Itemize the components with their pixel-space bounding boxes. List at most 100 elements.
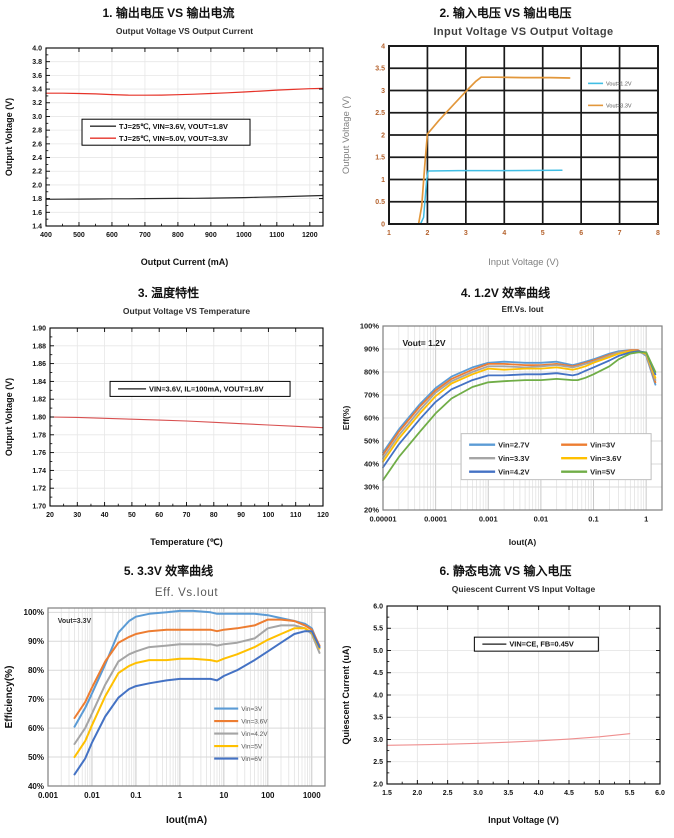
svg-text:3.5: 3.5 [373, 715, 383, 722]
svg-text:70%: 70% [28, 695, 44, 704]
svg-text:5.5: 5.5 [373, 626, 383, 633]
svg-text:5.0: 5.0 [373, 648, 383, 655]
svg-text:2: 2 [381, 133, 385, 140]
chart-canvas-5: 0.001 0.01 0.1 1 10 100 1000 40% 50% 60% 70% 80% 90%… [0, 580, 337, 829]
svg-text:Iout(mA): Iout(mA) [166, 815, 207, 826]
svg-text:VIN=CE, FB=0.45V: VIN=CE, FB=0.45V [509, 640, 574, 649]
svg-text:0.001: 0.001 [38, 791, 59, 800]
svg-text:0.00001: 0.00001 [369, 515, 396, 524]
chart-section-temperature-characteristics: 3. 温度特性 20 30 40 50 60 70 80 90 100 110 120 1.70 1.7… [0, 280, 337, 558]
svg-text:Quiescent Current VS Input Vol: Quiescent Current VS Input Voltage [452, 584, 596, 594]
svg-text:1: 1 [644, 515, 648, 524]
svg-text:5.5: 5.5 [625, 790, 635, 797]
svg-text:2.2: 2.2 [32, 169, 42, 176]
svg-text:Eff.Vs. Iout: Eff.Vs. Iout [502, 305, 544, 314]
chart-section-efficiency-3v3: 5. 3.3V 效率曲线 0.001 0.01 0.1 1 10 100 1000 40% 50… [0, 558, 337, 838]
svg-text:6: 6 [579, 230, 583, 237]
svg-text:3.5: 3.5 [503, 790, 513, 797]
svg-text:Iout(A): Iout(A) [509, 537, 537, 547]
svg-text:2.0: 2.0 [32, 183, 42, 190]
svg-text:0.0001: 0.0001 [424, 515, 447, 524]
svg-text:2: 2 [425, 230, 429, 237]
svg-text:40%: 40% [28, 782, 44, 791]
svg-text:Vout=3.3V: Vout=3.3V [606, 103, 632, 109]
svg-text:3.5: 3.5 [375, 66, 385, 73]
svg-text:70%: 70% [364, 391, 379, 400]
chart-section-efficiency-1v2: 4. 1.2V 效率曲线 0.00001 0.0001 0.001 0.01 0.1 1 2… [337, 280, 674, 558]
svg-text:100%: 100% [360, 322, 380, 331]
chart-heading-2: 2. 输入电压 VS 输出电压 [439, 6, 572, 20]
svg-text:Quiescent Current (uA): Quiescent Current (uA) [341, 646, 351, 745]
svg-text:60%: 60% [364, 414, 379, 423]
chart-quiescent-current-vs-input-voltage: 1.5 2.0 2.5 3.0 3.5 4.0 4.5 5.0 5.5 6.0 2.0 2.5 3.0 3… [337, 580, 674, 829]
svg-text:Vin=5V: Vin=5V [590, 467, 615, 476]
svg-text:TJ=25℃, VIN=5.0V, VOUT=3.3V: TJ=25℃, VIN=5.0V, VOUT=3.3V [119, 134, 228, 143]
svg-text:Vin=3.3V: Vin=3.3V [498, 454, 529, 463]
svg-text:3.0: 3.0 [32, 114, 42, 121]
svg-text:Output Voltage (V): Output Voltage (V) [4, 378, 14, 456]
svg-text:Eff(%): Eff(%) [341, 406, 351, 431]
svg-text:80%: 80% [28, 666, 44, 675]
svg-text:1.5: 1.5 [375, 155, 385, 162]
svg-text:2.6: 2.6 [32, 141, 42, 148]
svg-text:20%: 20% [364, 506, 379, 515]
svg-text:5.0: 5.0 [594, 790, 604, 797]
chart-canvas-2: 1 2 3 4 5 6 7 8 0 0.5 1 1.5 2 2.5 3 3.5 4 Input Voltage V… [337, 22, 674, 271]
svg-text:60%: 60% [28, 724, 44, 733]
chart-canvas-4: 0.00001 0.0001 0.001 0.01 0.1 1 20% 30% 40% 50% 60… [337, 302, 674, 551]
svg-text:1.70: 1.70 [32, 504, 46, 511]
svg-text:110: 110 [290, 512, 301, 519]
svg-text:700: 700 [139, 232, 151, 239]
svg-text:90%: 90% [28, 637, 44, 646]
svg-text:0.01: 0.01 [534, 515, 549, 524]
chart-heading-5: 5. 3.3V 效率曲线 [123, 564, 214, 578]
svg-text:2.5: 2.5 [443, 790, 453, 797]
svg-text:2.5: 2.5 [375, 110, 385, 117]
svg-text:1100: 1100 [269, 232, 284, 239]
chart-output-voltage-vs-temperature: 20 30 40 50 60 70 80 90 100 110 120 1.70 1.72 1.74 1.7… [0, 302, 337, 551]
svg-text:100: 100 [263, 512, 275, 519]
chart-section-quiescent-current-vs-input-voltage: 6. 静态电流 VS 输入电压 1.5 2.0 2.5 3.0 3.5 4.0 4.5 5.0… [337, 558, 674, 838]
svg-text:900: 900 [205, 232, 217, 239]
svg-text:Input Voltage (V): Input Voltage (V) [488, 257, 559, 268]
svg-text:1: 1 [387, 230, 391, 237]
svg-text:3.0: 3.0 [473, 790, 483, 797]
svg-text:Output Voltage (V): Output Voltage (V) [341, 96, 352, 174]
svg-text:40: 40 [101, 512, 109, 519]
svg-text:3.8: 3.8 [32, 59, 42, 66]
svg-text:Input Voltage VS Output Voltag: Input Voltage VS Output Voltage [433, 26, 613, 38]
svg-text:4.5: 4.5 [564, 790, 574, 797]
svg-text:80%: 80% [364, 368, 379, 377]
svg-text:50%: 50% [28, 753, 44, 762]
svg-text:30: 30 [73, 512, 81, 519]
svg-text:1.88: 1.88 [32, 343, 46, 350]
svg-text:500: 500 [73, 232, 85, 239]
chart-section-input-voltage-vs-output-voltage: 2. 输入电压 VS 输出电压 1 2 3 4 5 6 7 8 0 0.5 1 1.5 2 2.5 3 3.5… [337, 0, 674, 280]
svg-text:Vin=4.2V: Vin=4.2V [498, 467, 529, 476]
svg-text:1000: 1000 [236, 232, 252, 239]
svg-text:4.0: 4.0 [373, 693, 383, 700]
svg-text:Efficiency(%): Efficiency(%) [4, 666, 15, 729]
svg-text:0.1: 0.1 [588, 515, 598, 524]
svg-text:Vin=5V: Vin=5V [241, 744, 263, 751]
svg-text:Vin=6V: Vin=6V [241, 756, 263, 763]
svg-text:90: 90 [237, 512, 245, 519]
svg-text:Vout=3.3V: Vout=3.3V [58, 618, 92, 625]
svg-text:3.0: 3.0 [373, 737, 383, 744]
svg-text:600: 600 [106, 232, 118, 239]
svg-text:1.72: 1.72 [32, 486, 46, 493]
chart-canvas-6: 1.5 2.0 2.5 3.0 3.5 4.0 4.5 5.0 5.5 6.02.02.53.03… [337, 580, 674, 829]
svg-text:1.6: 1.6 [32, 210, 42, 217]
svg-text:2.5: 2.5 [373, 759, 383, 766]
svg-text:1: 1 [178, 791, 183, 800]
svg-text:VIN=3.6V, IL=100mA, VOUT=1.8V: VIN=3.6V, IL=100mA, VOUT=1.8V [149, 385, 264, 394]
svg-text:20: 20 [46, 512, 54, 519]
svg-text:Temperature (℃): Temperature (℃) [150, 537, 222, 547]
svg-text:7: 7 [618, 230, 622, 237]
svg-text:800: 800 [172, 232, 184, 239]
svg-text:3: 3 [381, 88, 385, 95]
svg-text:Input Voltage (V): Input Voltage (V) [488, 815, 559, 825]
chart-heading-6: 6. 静态电流 VS 输入电压 [439, 564, 572, 578]
svg-text:1.78: 1.78 [32, 432, 46, 439]
svg-text:6.0: 6.0 [373, 604, 383, 611]
